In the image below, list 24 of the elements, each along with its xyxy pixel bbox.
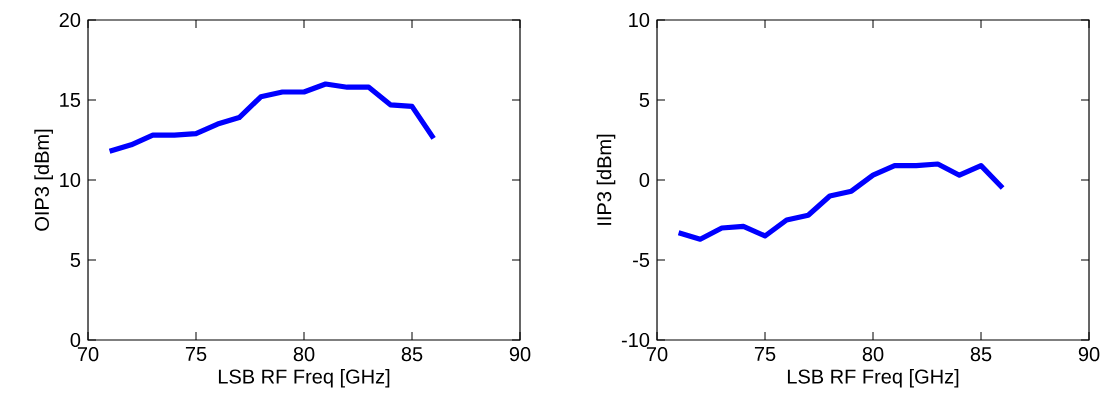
y-tick-label: 15 bbox=[60, 93, 81, 107]
y-tick-label: 0 bbox=[70, 332, 81, 348]
x-tick-label: 70 bbox=[646, 347, 668, 362]
y-axis-title: IIP3 [dBm] bbox=[596, 134, 616, 225]
x-tick-label: 80 bbox=[862, 347, 884, 362]
x-axis-title: LSB RF Freq [GHz] bbox=[218, 368, 390, 388]
y-tick-label: 10 bbox=[60, 172, 81, 188]
y-tick-label: 5 bbox=[70, 253, 81, 267]
y-tick-label: 20 bbox=[59, 12, 81, 28]
x-tick-label: 85 bbox=[970, 347, 992, 362]
x-tick-label: 80 bbox=[293, 347, 315, 362]
y-tick-label: -5 bbox=[633, 253, 650, 267]
x-tick-label: 85 bbox=[401, 347, 423, 362]
x-tick-label: 75 bbox=[185, 347, 207, 362]
y-tick-label: 5 bbox=[639, 93, 650, 107]
x-tick-label: 70 bbox=[77, 347, 99, 362]
x-tick-label: 90 bbox=[1078, 347, 1100, 362]
x-axis-title: LSB RF Freq [GHz] bbox=[787, 368, 959, 388]
y-tick-label: -10 bbox=[621, 332, 650, 348]
y-tick-label: 10 bbox=[629, 12, 650, 28]
x-tick-label: 75 bbox=[754, 347, 776, 362]
y-axis-title: OIP3 [dBm] bbox=[34, 129, 53, 231]
x-tick-label: 90 bbox=[509, 347, 531, 362]
y-tick-label: 0 bbox=[639, 172, 650, 188]
